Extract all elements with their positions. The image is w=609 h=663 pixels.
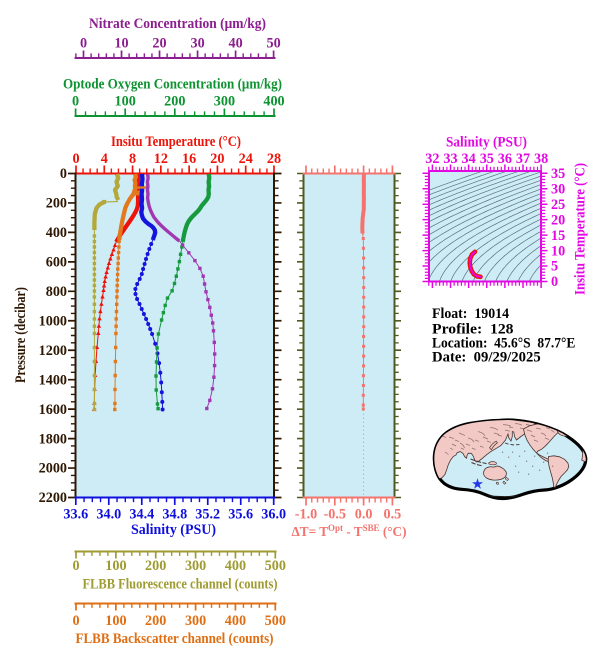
svg-text:30: 30 [551,182,565,198]
svg-text:0: 0 [80,36,87,52]
svg-text:600: 600 [46,255,67,271]
svg-text:34: 34 [462,151,476,167]
svg-text:20: 20 [152,36,166,52]
svg-text:34.0: 34.0 [96,507,121,523]
svg-text:-0.5: -0.5 [324,507,346,523]
svg-text:35: 35 [480,151,494,167]
svg-text:Float: 19014: Float: 19014 [432,306,509,322]
svg-text:0: 0 [72,558,79,574]
svg-text:1600: 1600 [39,402,67,418]
svg-text:Optode Oxygen Concentration (μ: Optode Oxygen Concentration (μm/kg) [63,77,282,93]
svg-text:100: 100 [105,613,126,629]
svg-text:-1.0: -1.0 [295,507,317,523]
svg-text:500: 500 [265,558,286,574]
svg-text:300: 300 [185,558,206,574]
svg-text:FLBB Backscatter channel (coun: FLBB Backscatter channel (counts) [76,631,274,647]
svg-text:200: 200 [164,94,185,110]
svg-text:0.5: 0.5 [384,507,402,523]
svg-text:Nitrate Concentration (μm/kg): Nitrate Concentration (μm/kg) [89,16,266,32]
svg-text:12: 12 [154,151,168,167]
svg-text:400: 400 [225,613,246,629]
svg-text:28: 28 [267,151,281,167]
svg-text:32: 32 [425,151,439,167]
svg-text:4: 4 [101,151,108,167]
svg-text:38: 38 [534,151,548,167]
svg-text:0: 0 [72,151,79,167]
svg-text:Location: 45.6°S 87.7°E: Location: 45.6°S 87.7°E [432,335,575,351]
svg-text:40: 40 [229,36,243,52]
svg-text:20: 20 [551,212,565,228]
svg-text:Profile: 128: Profile: 128 [432,321,514,337]
svg-text:0: 0 [551,274,558,290]
svg-text:25: 25 [551,197,565,213]
svg-text:FLBB Fluorescence channel (cou: FLBB Fluorescence channel (counts) [83,577,278,593]
svg-text:16: 16 [182,151,196,167]
svg-text:200: 200 [46,196,67,212]
svg-text:500: 500 [265,613,286,629]
svg-text:Date: 09/29/2025: Date: 09/29/2025 [432,349,541,365]
svg-text:34.4: 34.4 [129,507,154,523]
svg-text:15: 15 [551,228,565,244]
svg-text:ΔT= TOpt - TSBE (°C): ΔT= TOpt - TSBE (°C) [292,524,407,540]
svg-text:8: 8 [129,151,136,167]
svg-text:Insitu Temperature (°C): Insitu Temperature (°C) [111,134,241,150]
svg-text:5: 5 [551,259,558,275]
svg-text:30: 30 [191,36,205,52]
svg-text:36: 36 [498,151,512,167]
svg-text:36.0: 36.0 [261,507,286,523]
svg-text:37: 37 [516,151,530,167]
svg-text:1800: 1800 [39,431,67,447]
svg-text:100: 100 [115,94,136,110]
svg-text:2200: 2200 [39,490,67,506]
svg-text:35.6: 35.6 [228,507,253,523]
svg-text:Insitu Temperature (°C): Insitu Temperature (°C) [573,163,589,295]
svg-text:33.6: 33.6 [63,507,88,523]
svg-text:24: 24 [239,151,253,167]
svg-text:0.0: 0.0 [355,507,373,523]
svg-text:0: 0 [72,94,79,110]
svg-text:800: 800 [46,284,67,300]
svg-text:0: 0 [60,166,67,182]
svg-text:Salinity (PSU): Salinity (PSU) [446,135,527,151]
svg-text:200: 200 [145,613,166,629]
svg-text:1400: 1400 [39,372,67,388]
svg-text:100: 100 [105,558,126,574]
svg-text:35.2: 35.2 [195,507,220,523]
svg-text:33: 33 [443,151,457,167]
svg-text:400: 400 [263,94,284,110]
svg-text:300: 300 [185,613,206,629]
svg-text:20: 20 [210,151,224,167]
svg-text:10: 10 [551,243,565,259]
svg-text:2000: 2000 [39,461,67,477]
svg-text:35: 35 [551,166,565,182]
svg-text:1000: 1000 [39,314,67,330]
svg-text:10: 10 [114,36,128,52]
svg-text:400: 400 [225,558,246,574]
svg-text:0: 0 [72,613,79,629]
svg-text:Pressure (decibar): Pressure (decibar) [13,287,29,383]
svg-text:34.8: 34.8 [162,507,187,523]
svg-text:300: 300 [214,94,235,110]
svg-text:1200: 1200 [39,343,67,359]
svg-text:400: 400 [46,225,67,241]
svg-text:200: 200 [145,558,166,574]
svg-text:50: 50 [267,36,281,52]
svg-text:Salinity (PSU): Salinity (PSU) [131,522,216,538]
